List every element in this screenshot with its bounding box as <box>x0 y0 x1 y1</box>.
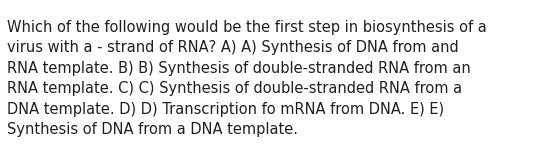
Text: Which of the following would be the first step in biosynthesis of a
virus with a: Which of the following would be the firs… <box>7 20 487 137</box>
